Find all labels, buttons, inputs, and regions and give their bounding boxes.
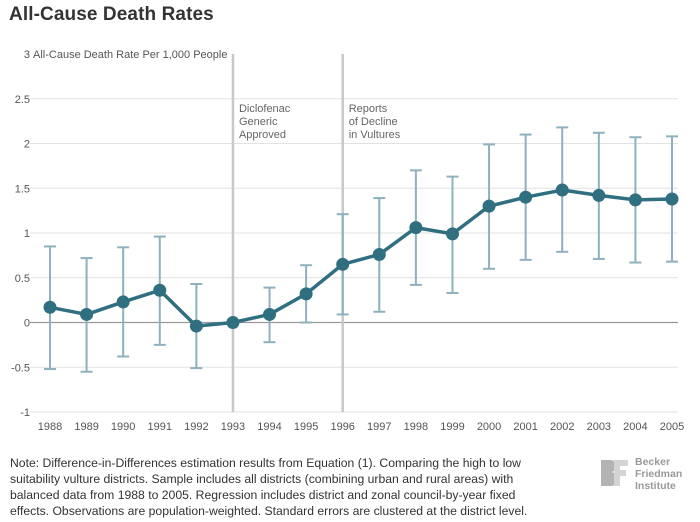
data-point <box>409 221 423 235</box>
y-tick-label: 1 <box>24 228 30 240</box>
data-point <box>189 319 203 333</box>
data-point <box>80 307 94 321</box>
x-tick-label: 2001 <box>513 421 537 433</box>
x-tick-label: 1992 <box>184 421 208 433</box>
footnote: Note: Difference-in-Differences estimati… <box>10 456 528 518</box>
x-tick-label: 1996 <box>330 421 354 433</box>
x-tick-label: 1998 <box>404 421 428 433</box>
annotation-text: of Decline <box>349 116 398 128</box>
data-point <box>665 192 679 206</box>
x-tick-label: 1993 <box>221 421 245 433</box>
logo-line: Friedman <box>635 468 683 480</box>
annotation-text: Approved <box>239 129 286 141</box>
data-point <box>592 188 606 202</box>
annotation-text: Reports <box>349 103 388 115</box>
x-tick-label: 2004 <box>623 421 647 433</box>
logo-line: Becker <box>635 456 671 468</box>
y-tick-label: -0.5 <box>11 362 30 374</box>
x-tick-label: 1995 <box>294 421 318 433</box>
y-tick-labels: -1 -0.5 0 0.5 1 1.5 2 2.5 3 <box>11 49 30 419</box>
y-tick-label: 1.5 <box>15 183 30 195</box>
chart-title: All-Cause Death Rates <box>9 4 214 25</box>
data-point <box>43 300 57 314</box>
x-tick-label: 2002 <box>550 421 574 433</box>
y-axis-label: All-Cause Death Rate Per 1,000 People <box>33 49 227 61</box>
logo-line: Institute <box>635 480 676 492</box>
data-points <box>43 183 679 333</box>
x-tick-label: 1990 <box>111 421 135 433</box>
data-point <box>555 183 569 197</box>
series-line-path <box>49 188 673 328</box>
data-point <box>482 199 496 213</box>
x-tick-label: 1999 <box>440 421 464 433</box>
gridlines <box>30 98 678 413</box>
x-tick-label: 2005 <box>660 421 684 433</box>
x-tick-label: 1989 <box>74 421 98 433</box>
x-tick-label: 1997 <box>367 421 391 433</box>
error-bars <box>44 126 678 373</box>
x-tick-label: 1988 <box>38 421 62 433</box>
x-tick-labels: 1988 1989 1990 1991 1992 1993 1994 1995 1996 1997… <box>38 421 684 433</box>
series-line <box>49 188 673 328</box>
y-tick-label: 3 <box>24 49 30 61</box>
data-point <box>336 257 350 271</box>
annotation-text: Diclofenac <box>239 103 291 115</box>
data-point <box>263 307 277 321</box>
x-tick-label: 1994 <box>257 421 281 433</box>
y-tick-label: 0 <box>24 318 30 330</box>
data-point <box>445 227 459 241</box>
y-tick-label: -1 <box>20 407 30 419</box>
data-point <box>519 190 533 204</box>
data-point <box>226 316 240 329</box>
x-tick-label: 2003 <box>587 421 611 433</box>
chart: -1 -0.5 0 0.5 1 1.5 2 2.5 3 1988 1989 1990 1991 1992… <box>11 49 684 433</box>
logo-mark-icon <box>601 460 628 486</box>
y-tick-label: 0.5 <box>15 273 30 285</box>
logo-text: Becker Friedman Institute <box>635 456 682 492</box>
data-point <box>372 247 386 261</box>
data-point <box>299 287 313 301</box>
y-tick-label: 2.5 <box>15 94 30 106</box>
x-tick-label: 1991 <box>148 421 172 433</box>
logo: Becker Friedman Institute <box>598 456 698 492</box>
y-tick-label: 2 <box>24 139 30 151</box>
x-tick-label: 2000 <box>477 421 501 433</box>
data-point <box>116 295 130 309</box>
data-point <box>153 283 167 297</box>
annotation-text: Generic <box>239 116 278 128</box>
annotation-text: in Vultures <box>349 129 401 141</box>
data-point <box>628 193 642 207</box>
